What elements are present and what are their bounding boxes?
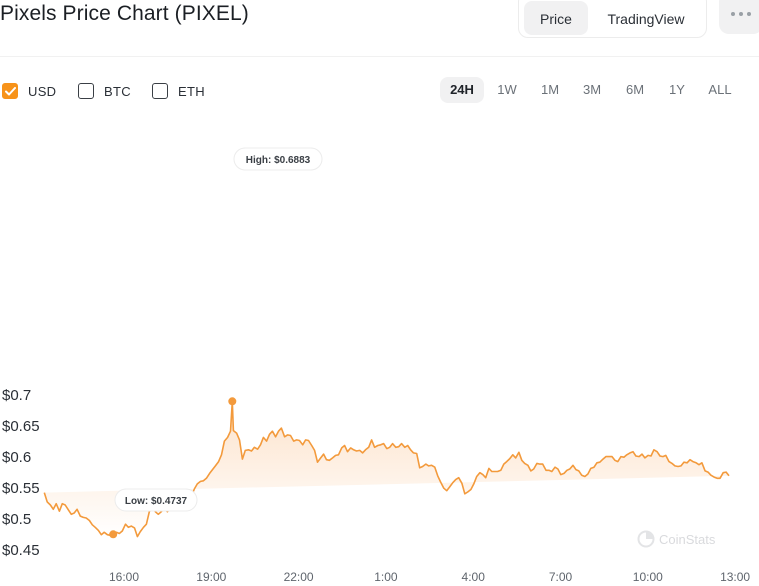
low-label-bubble xyxy=(114,488,198,512)
y-tick-label: $0.7 xyxy=(2,387,31,404)
currency-btc[interactable]: BTC xyxy=(78,80,131,102)
y-tick-label: $0.55 xyxy=(2,480,40,497)
range-1y[interactable]: 1Y xyxy=(669,82,685,97)
more-button[interactable] xyxy=(719,0,759,34)
range-1w[interactable]: 1W xyxy=(497,82,517,97)
high-label-bubble xyxy=(233,147,323,171)
tradingview-tab[interactable]: TradingView xyxy=(607,11,685,27)
y-tick-label: $0.45 xyxy=(2,542,40,559)
price-tab[interactable]: Price xyxy=(524,1,588,35)
view-toggle: Price TradingView xyxy=(518,0,707,38)
x-tick-label: 10:00 xyxy=(633,570,663,584)
price-chart[interactable]: $0.7 $0.65 $0.6 $0.55 $0.5 $0.45 16:00 19:00 22… xyxy=(0,140,759,586)
more-horizontal-icon xyxy=(731,12,735,16)
eth-label: ETH xyxy=(178,83,205,99)
x-tick-label: 13:00 xyxy=(720,570,750,584)
y-tick-label: $0.65 xyxy=(2,418,40,435)
x-tick-label: 19:00 xyxy=(196,570,226,584)
more-icon-dot xyxy=(739,12,743,16)
price-series-line xyxy=(43,400,730,538)
high-point[interactable] xyxy=(228,397,237,406)
price-area-fill xyxy=(44,401,730,537)
more-icon-dot xyxy=(747,12,751,16)
low-label: Low: $0.4737 xyxy=(125,496,188,507)
check-icon xyxy=(4,86,16,95)
range-24h[interactable]: 24H xyxy=(440,77,484,103)
page-title: Pixels Price Chart (PIXEL) xyxy=(0,2,249,25)
currency-eth[interactable]: ETH xyxy=(152,80,205,102)
range-all[interactable]: ALL xyxy=(708,82,732,97)
eth-checkbox[interactable] xyxy=(152,83,168,99)
btc-checkbox[interactable] xyxy=(78,83,94,99)
x-tick-label: 22:00 xyxy=(284,570,314,584)
x-tick-label: 16:00 xyxy=(109,570,139,584)
coinstats-logo-icon xyxy=(637,530,655,548)
low-point[interactable] xyxy=(109,530,118,539)
usd-label: USD xyxy=(28,83,57,99)
high-label: High: $0.6883 xyxy=(246,155,311,166)
range-3m[interactable]: 3M xyxy=(582,82,602,97)
coinstats-watermark: CoinStats xyxy=(659,532,716,547)
y-tick-label: $0.5 xyxy=(2,511,31,528)
usd-checkbox[interactable] xyxy=(2,83,18,99)
x-tick-label: 4:00 xyxy=(462,570,486,584)
btc-label: BTC xyxy=(104,83,131,99)
range-6m[interactable]: 6M xyxy=(625,82,645,97)
x-tick-label: 1:00 xyxy=(374,570,398,584)
x-tick-label: 7:00 xyxy=(549,570,573,584)
currency-usd[interactable]: USD xyxy=(2,80,56,102)
range-1m[interactable]: 1M xyxy=(540,82,560,97)
header-divider xyxy=(0,56,759,57)
y-tick-label: $0.6 xyxy=(2,449,31,466)
